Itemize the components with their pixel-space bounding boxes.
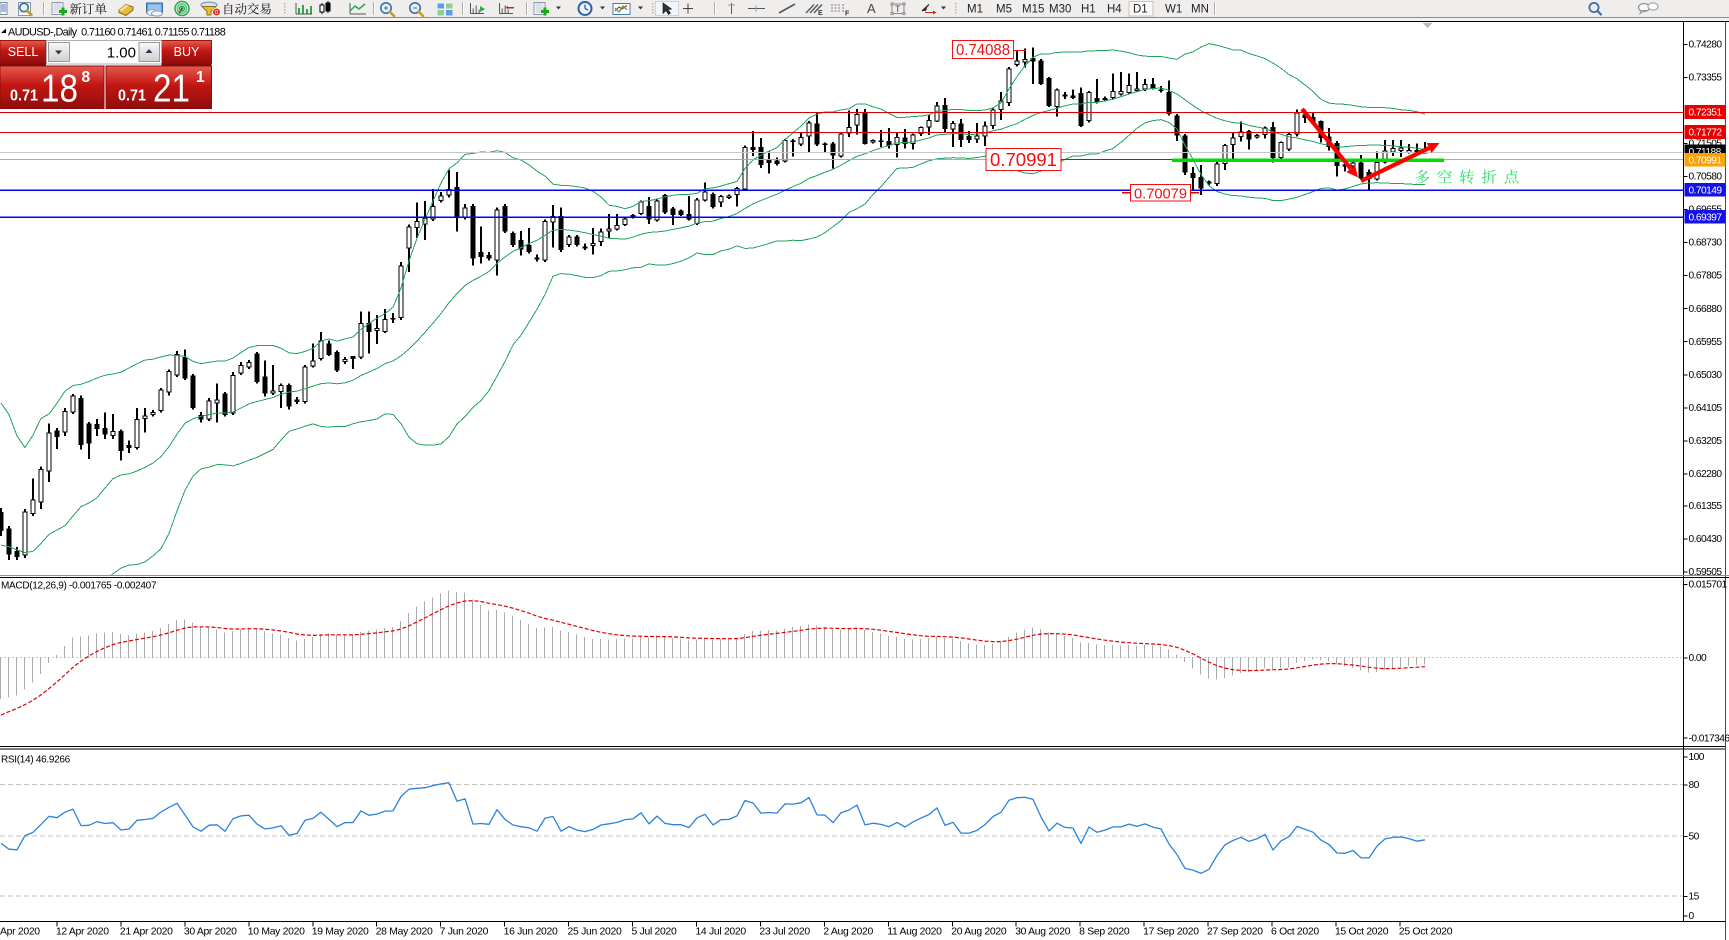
svg-text:0.71: 0.71 (118, 88, 146, 105)
svg-text:0.65955: 0.65955 (1689, 337, 1723, 348)
svg-text:21 Apr 2020: 21 Apr 2020 (120, 926, 173, 937)
svg-text:19 May 2020: 19 May 2020 (312, 926, 369, 937)
svg-text:AUDUSD-,Daily 0.71160 0.71461: AUDUSD-,Daily 0.71160 0.71461 0.71155 0.… (8, 26, 226, 38)
svg-text:17 Sep 2020: 17 Sep 2020 (1143, 926, 1199, 937)
svg-text:E: E (818, 10, 823, 17)
svg-text:H1: H1 (1081, 4, 1096, 16)
svg-text:0.015701: 0.015701 (1689, 580, 1728, 591)
svg-text:M30: M30 (1049, 4, 1071, 16)
svg-text:12 Apr 2020: 12 Apr 2020 (56, 926, 109, 937)
svg-text:7 Jun 2020: 7 Jun 2020 (440, 926, 489, 937)
svg-text:1.00: 1.00 (107, 45, 136, 62)
svg-text:15: 15 (1689, 892, 1700, 903)
svg-text:0.68730: 0.68730 (1689, 238, 1723, 249)
svg-text:2 Aug 2020: 2 Aug 2020 (823, 926, 873, 937)
svg-text:23 Jul 2020: 23 Jul 2020 (759, 926, 810, 937)
svg-text:0.71505: 0.71505 (1689, 139, 1723, 150)
svg-text:10 May 2020: 10 May 2020 (248, 926, 305, 937)
svg-text:0.74280: 0.74280 (1689, 39, 1723, 50)
svg-text:0.60430: 0.60430 (1689, 534, 1723, 545)
svg-text:0.66880: 0.66880 (1689, 304, 1723, 315)
svg-text:0.70580: 0.70580 (1689, 172, 1723, 183)
svg-text:18: 18 (41, 68, 78, 111)
svg-text:F: F (845, 11, 850, 18)
svg-text:RSI(14) 46.9266: RSI(14) 46.9266 (1, 755, 71, 766)
svg-text:0.71188: 0.71188 (1689, 147, 1722, 158)
svg-text:0.71772: 0.71772 (1689, 128, 1723, 139)
svg-text:0.74088: 0.74088 (956, 42, 1010, 59)
svg-text:0.70149: 0.70149 (1689, 185, 1723, 196)
svg-text:30 Apr 2020: 30 Apr 2020 (184, 926, 237, 937)
svg-text:M15: M15 (1022, 4, 1044, 16)
svg-text:0.69397: 0.69397 (1689, 212, 1723, 223)
svg-text:Apr 2020: Apr 2020 (0, 926, 40, 937)
svg-text:27 Sep 2020: 27 Sep 2020 (1207, 926, 1263, 937)
svg-text:16 Jun 2020: 16 Jun 2020 (504, 926, 558, 937)
svg-text:6 Oct 2020: 6 Oct 2020 (1271, 926, 1319, 937)
svg-text:25 Jun 2020: 25 Jun 2020 (568, 926, 622, 937)
svg-text:W1: W1 (1165, 4, 1182, 16)
svg-text:0.65030: 0.65030 (1689, 370, 1723, 381)
svg-text:A: A (867, 1, 876, 16)
svg-text:100: 100 (1689, 752, 1705, 763)
svg-text:8 Sep 2020: 8 Sep 2020 (1079, 926, 1130, 937)
svg-text:-0.017346: -0.017346 (1689, 733, 1729, 744)
svg-text:0.63205: 0.63205 (1689, 436, 1723, 447)
svg-text:BUY: BUY (174, 45, 200, 59)
svg-text:30 Aug 2020: 30 Aug 2020 (1015, 926, 1071, 937)
svg-text:50: 50 (1689, 832, 1700, 843)
svg-text:0.59505: 0.59505 (1689, 567, 1723, 578)
svg-text:80: 80 (1689, 780, 1700, 791)
svg-text:SELL: SELL (8, 45, 39, 59)
svg-text:0.62280: 0.62280 (1689, 469, 1723, 480)
svg-text:H4: H4 (1107, 4, 1122, 16)
svg-text:0.71: 0.71 (10, 88, 38, 105)
svg-text:0.72351: 0.72351 (1689, 108, 1723, 119)
svg-text:21: 21 (153, 68, 190, 111)
svg-text:1: 1 (196, 69, 205, 86)
svg-text:D1: D1 (1133, 4, 1148, 16)
svg-text:0.64105: 0.64105 (1689, 403, 1723, 414)
svg-text:0.00: 0.00 (1689, 653, 1708, 664)
svg-text:5 Jul 2020: 5 Jul 2020 (632, 926, 677, 937)
svg-text:MACD(12,26,9) -0.001765 -0.002: MACD(12,26,9) -0.001765 -0.002407 (1, 581, 157, 592)
svg-text:0.73355: 0.73355 (1689, 72, 1723, 83)
svg-text:15 Oct 2020: 15 Oct 2020 (1335, 926, 1389, 937)
svg-text:11 Aug 2020: 11 Aug 2020 (887, 926, 942, 937)
svg-text:MN: MN (1191, 4, 1209, 16)
svg-text:0.61355: 0.61355 (1689, 501, 1723, 512)
svg-text:M1: M1 (967, 4, 983, 16)
svg-text:0.70991: 0.70991 (990, 150, 1057, 170)
svg-text:28 May 2020: 28 May 2020 (376, 926, 433, 937)
svg-text:8: 8 (82, 69, 91, 86)
svg-text:T: T (895, 4, 901, 14)
svg-text:25 Oct 2020: 25 Oct 2020 (1399, 926, 1453, 937)
svg-text:0.70079: 0.70079 (1134, 186, 1187, 202)
svg-text:0.70991: 0.70991 (1689, 155, 1723, 166)
svg-text:0.67805: 0.67805 (1689, 271, 1723, 282)
svg-text:20 Aug 2020: 20 Aug 2020 (951, 926, 1007, 937)
svg-text:0: 0 (1689, 911, 1695, 922)
svg-text:M5: M5 (996, 4, 1012, 16)
svg-text:14 Jul 2020: 14 Jul 2020 (695, 926, 746, 937)
